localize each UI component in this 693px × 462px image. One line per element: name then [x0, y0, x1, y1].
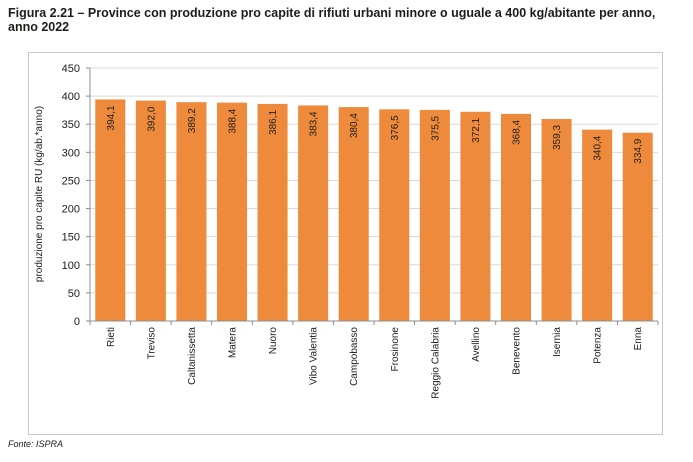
- bar: [135, 100, 166, 321]
- data-label: 388,4: [228, 108, 239, 133]
- data-label: 389,2: [187, 108, 198, 133]
- data-label: 372,1: [471, 117, 482, 142]
- x-tick-label: Benevento: [512, 327, 523, 375]
- data-label: 359,3: [552, 125, 563, 150]
- bar: [500, 113, 532, 321]
- data-label: 392,0: [146, 106, 157, 131]
- data-label: 386,1: [268, 109, 279, 134]
- source-note: Fonte: ISPRA: [8, 439, 64, 449]
- bar: [298, 105, 329, 321]
- x-tick-label: Rieti: [106, 327, 117, 347]
- data-label: 340,4: [593, 135, 604, 160]
- x-tick-label: Frosinone: [390, 327, 401, 372]
- bar: [257, 103, 288, 322]
- x-tick-label: Nuoro: [268, 327, 279, 355]
- axis-layer: 0 50 100 150 200 250 300 350 400 450 Rieti Treviso C…: [62, 63, 659, 399]
- y-tick-label: 200: [62, 204, 80, 216]
- bar: [379, 109, 410, 321]
- x-tick-label: Potenza: [593, 327, 604, 364]
- x-tick-label: Reggio Calabria: [430, 327, 441, 399]
- y-tick-label: 300: [62, 147, 80, 159]
- bar-layer: 394,1 392,0 389,2 388,4 386,1 383,4 380,4 376,5…: [95, 99, 653, 322]
- data-label: 368,4: [512, 119, 523, 144]
- bar: [95, 99, 126, 321]
- data-label: 394,1: [106, 105, 117, 130]
- x-tick-label: Campobasso: [349, 327, 360, 386]
- bar: [216, 102, 248, 321]
- bar: [582, 129, 613, 321]
- bar: [622, 132, 653, 321]
- x-tick-label: Enna: [633, 327, 644, 351]
- bar: [176, 102, 207, 322]
- x-tick-label: Avellino: [471, 327, 482, 362]
- data-label: 375,5: [430, 115, 441, 140]
- figure-title: Figura 2.21 – Province con produzione pr…: [8, 6, 656, 34]
- y-tick-label: 0: [74, 316, 80, 328]
- x-tick-label: Treviso: [146, 327, 157, 360]
- y-tick-label: 100: [62, 260, 80, 272]
- bar: [338, 107, 369, 321]
- x-tick-label: Vibo Valentia: [309, 327, 320, 385]
- bar: [541, 118, 572, 321]
- data-label: 380,4: [349, 113, 360, 138]
- data-label: 383,4: [309, 111, 320, 136]
- data-label: 376,5: [390, 115, 401, 140]
- bar: [460, 111, 491, 321]
- y-axis-title: produzione pro capite RU (kg/ab.*anno): [34, 106, 45, 282]
- y-tick-label: 50: [68, 288, 80, 300]
- x-tick-label: Caltanissetta: [187, 327, 198, 385]
- bar: [419, 109, 450, 321]
- x-tick-label: Isernia: [552, 327, 563, 357]
- y-tick-label: 450: [62, 63, 80, 75]
- y-tick-label: 150: [62, 232, 80, 244]
- data-label: 334,9: [633, 138, 644, 163]
- x-tick-label: Matera: [228, 327, 239, 359]
- chart-frame: [28, 52, 663, 435]
- y-tick-label: 400: [62, 91, 80, 103]
- y-tick-label: 350: [62, 119, 80, 131]
- y-tick-label: 250: [62, 175, 80, 187]
- grid-layer: [90, 67, 658, 294]
